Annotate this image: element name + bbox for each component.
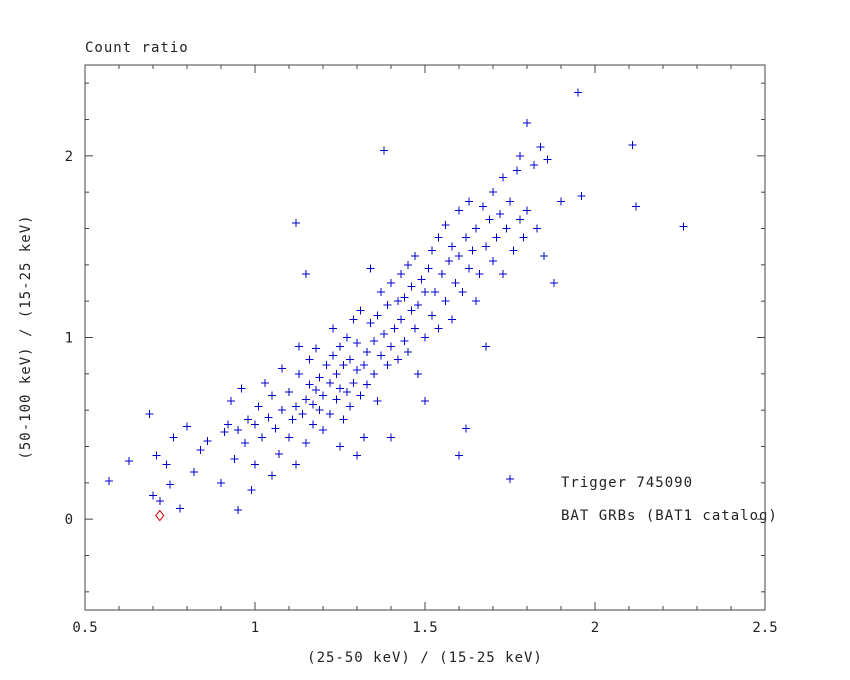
x-tick-label: 2.5	[752, 620, 777, 636]
x-axis-label: (25-50 keV) / (15-25 keV)	[307, 650, 543, 666]
chart-title: Count ratio	[85, 40, 189, 56]
x-tick-label: 0.5	[72, 620, 97, 636]
y-tick-label: 2	[65, 149, 73, 165]
y-axis-label: (50-100 keV) / (15-25 keV)	[18, 214, 34, 459]
series-bat-grbs-bat1-catalog	[105, 88, 688, 514]
diamond-marker	[155, 509, 165, 522]
x-tick-label: 1	[251, 620, 259, 636]
axes-frame	[84, 64, 766, 611]
annotation-trigger: Trigger 745090	[561, 475, 693, 491]
series-trigger-745090	[155, 509, 165, 522]
y-tick-label: 0	[65, 512, 73, 528]
plus-markers	[105, 88, 688, 514]
tick-labels: 0.5 1 1.5 2 2.5 0 1 2	[65, 149, 778, 636]
x-tick-label: 1.5	[412, 620, 437, 636]
x-tick-label: 2	[591, 620, 599, 636]
annotation-bat-grbs: BAT GRBs (BAT1 catalog)	[561, 508, 778, 524]
data-points	[105, 88, 688, 522]
y-tick-label: 1	[65, 331, 73, 347]
